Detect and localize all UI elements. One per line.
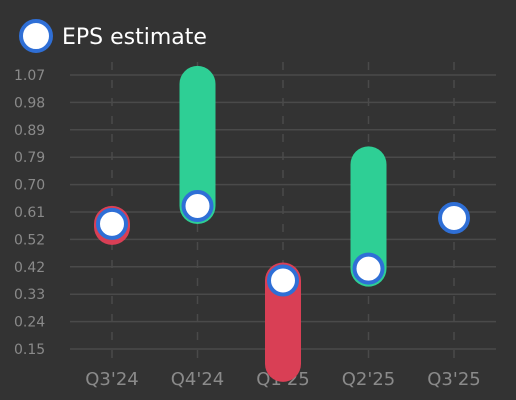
legend: EPS estimate — [19, 19, 207, 53]
legend-label: EPS estimate — [62, 25, 207, 50]
x-tick-label: Q3'25 — [427, 369, 480, 390]
y-tick-label: 0.15 — [14, 342, 45, 358]
y-tick-label: 0.79 — [14, 150, 45, 166]
y-tick-label: 0.98 — [14, 95, 45, 111]
x-tick-label: Q3'24 — [85, 369, 138, 390]
y-tick-label: 0.61 — [14, 205, 45, 221]
estimate-point — [181, 190, 214, 223]
legend-marker-icon — [19, 19, 53, 53]
y-tick-label: 0.42 — [14, 260, 45, 276]
estimate-point — [267, 264, 299, 297]
estimate-point — [352, 252, 385, 285]
y-axis: 1.07 0.98 0.89 0.79 0.70 0.61 0.52 0.42 0.33 0.24… — [14, 68, 45, 358]
estimate-point — [96, 207, 128, 240]
estimate-markers — [96, 190, 470, 297]
estimate-point — [438, 201, 470, 234]
x-tick-label: Q4'24 — [171, 369, 224, 390]
y-tick-label: 0.89 — [14, 123, 45, 139]
y-tick-label: 0.33 — [14, 287, 45, 303]
y-tick-label: 1.07 — [14, 68, 45, 84]
y-tick-label: 0.24 — [14, 315, 45, 331]
y-tick-label: 0.70 — [14, 178, 45, 194]
y-tick-label: 0.52 — [14, 232, 45, 248]
x-tick-label: Q2'25 — [342, 369, 395, 390]
